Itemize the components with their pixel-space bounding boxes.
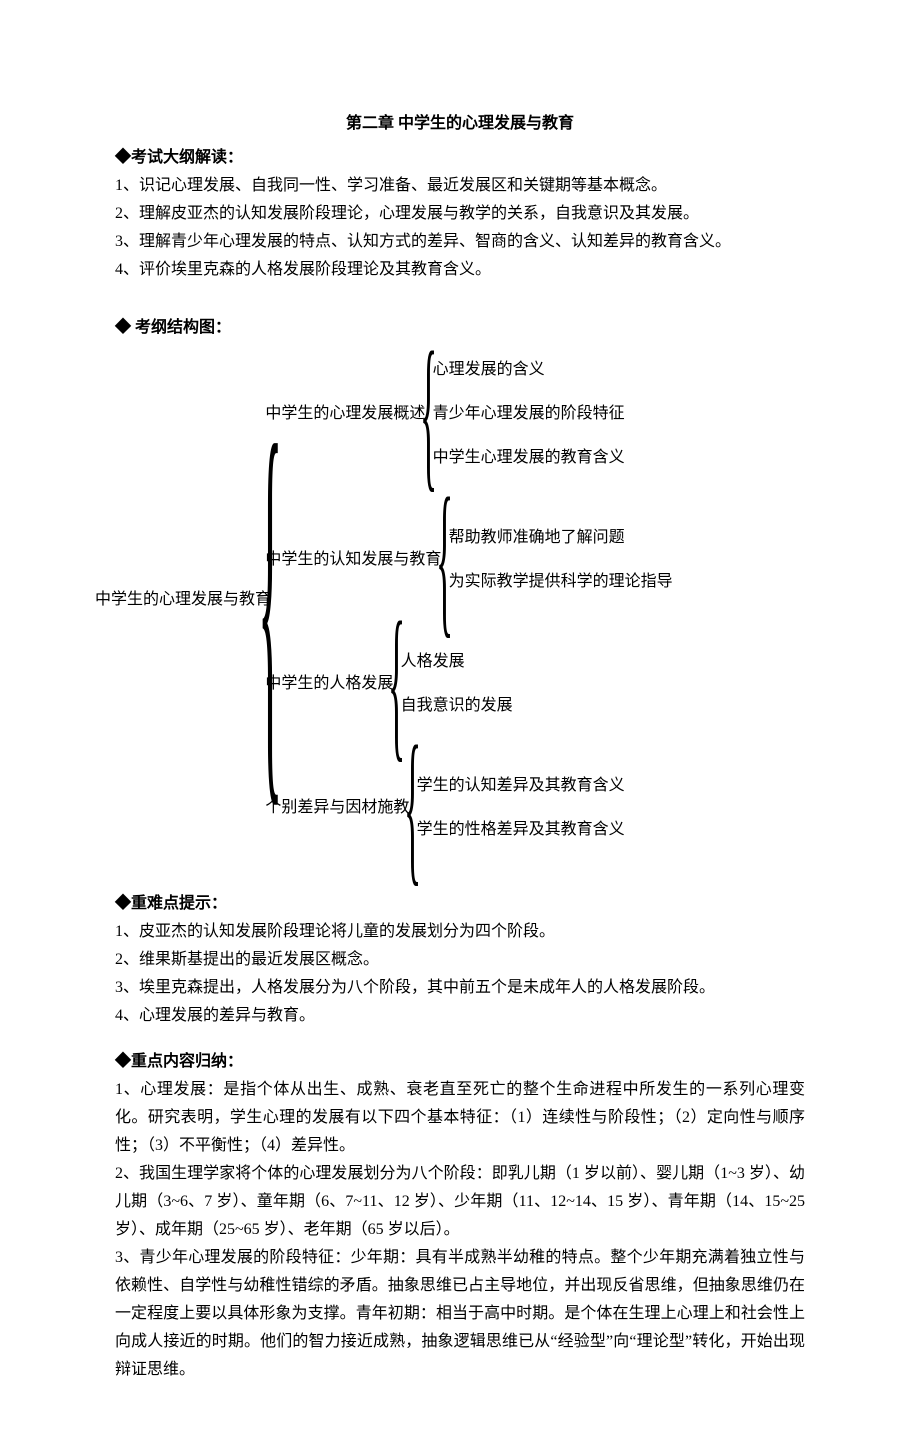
tree-root: 中学生的心理发展与教育 { <box>95 586 265 614</box>
tree-node: 个别差异与因材施教 { 学生的认知差异及其教育含义 学生的性格差异及其教育含义 <box>265 772 672 844</box>
difficulties-item: 4、心理发展的差异与教育。 <box>115 1002 805 1030</box>
tree-node-label: 个别差异与因材施教 <box>265 794 409 822</box>
syllabus-item: 1、识记心理发展、自我同一性、学习准备、最近发展区和关键期等基本概念。 <box>115 172 805 200</box>
tree-leaf: 为实际教学提供科学的理论指导 <box>449 568 673 596</box>
syllabus-item: 2、理解皮亚杰的认知发展阶段理论，心理发展与教学的关系，自我意识及其发展。 <box>115 200 805 228</box>
tree-leaf: 心理发展的含义 <box>433 356 625 384</box>
syllabus-item: 3、理解青少年心理发展的特点、认知方式的差异、智商的含义、认知差异的教育含义。 <box>115 228 805 256</box>
keypoints-item: 1、心理发展：是指个体从出生、成熟、衰老直至死亡的整个生命进程中所发生的一系列心… <box>115 1076 805 1160</box>
difficulties-item: 3、埃里克森提出，人格发展分为八个阶段，其中前五个是未成年人的人格发展阶段。 <box>115 974 805 1002</box>
structure-tree: 中学生的心理发展与教育 { 中学生的心理发展概述 { 心理发展的含义 青少年心理… <box>95 356 805 844</box>
tree-node: 中学生的人格发展 { 人格发展 自我意识的发展 <box>265 648 672 720</box>
tree-leaf: 帮助教师准确地了解问题 <box>449 524 673 552</box>
tree-node-label: 中学生的认知发展与教育 <box>265 546 441 574</box>
tree-leaf: 人格发展 <box>401 648 513 676</box>
difficulties-item: 1、皮亚杰的认知发展阶段理论将儿童的发展划分为四个阶段。 <box>115 918 805 946</box>
tree-node-label: 中学生的心理发展概述 <box>265 400 425 428</box>
keypoints-item: 3、青少年心理发展的阶段特征：少年期：具有半成熟半幼稚的特点。整个少年期充满着独… <box>115 1244 805 1384</box>
tree-node-label: 中学生的人格发展 <box>265 670 393 698</box>
syllabus-item: 4、评价埃里克森的人格发展阶段理论及其教育含义。 <box>115 256 805 284</box>
difficulties-heading: ◆重难点提示： <box>115 890 805 918</box>
tree-leaf: 学生的认知差异及其教育含义 <box>417 772 625 800</box>
difficulties-item: 2、维果斯基提出的最近发展区概念。 <box>115 946 805 974</box>
tree-leaf: 中学生心理发展的教育含义 <box>433 444 625 472</box>
tree-root-label: 中学生的心理发展与教育 <box>95 586 271 614</box>
keypoints-item: 2、我国生理学家将个体的心理发展划分为八个阶段：即乳儿期（1 岁以前）、婴儿期（… <box>115 1160 805 1244</box>
tree-node: 中学生的心理发展概述 { 心理发展的含义 青少年心理发展的阶段特征 中学生心理发… <box>265 356 672 472</box>
tree-leaf: 青少年心理发展的阶段特征 <box>433 400 625 428</box>
keypoints-heading: ◆重点内容归纳： <box>115 1048 805 1076</box>
tree-heading: ◆ 考纲结构图： <box>115 314 805 342</box>
syllabus-heading: ◆考试大纲解读： <box>115 144 805 172</box>
chapter-title: 第二章 中学生的心理发展与教育 <box>115 110 805 138</box>
tree-node: 中学生的认知发展与教育 { 帮助教师准确地了解问题 为实际教学提供科学的理论指导 <box>265 524 672 596</box>
tree-leaf: 学生的性格差异及其教育含义 <box>417 816 625 844</box>
